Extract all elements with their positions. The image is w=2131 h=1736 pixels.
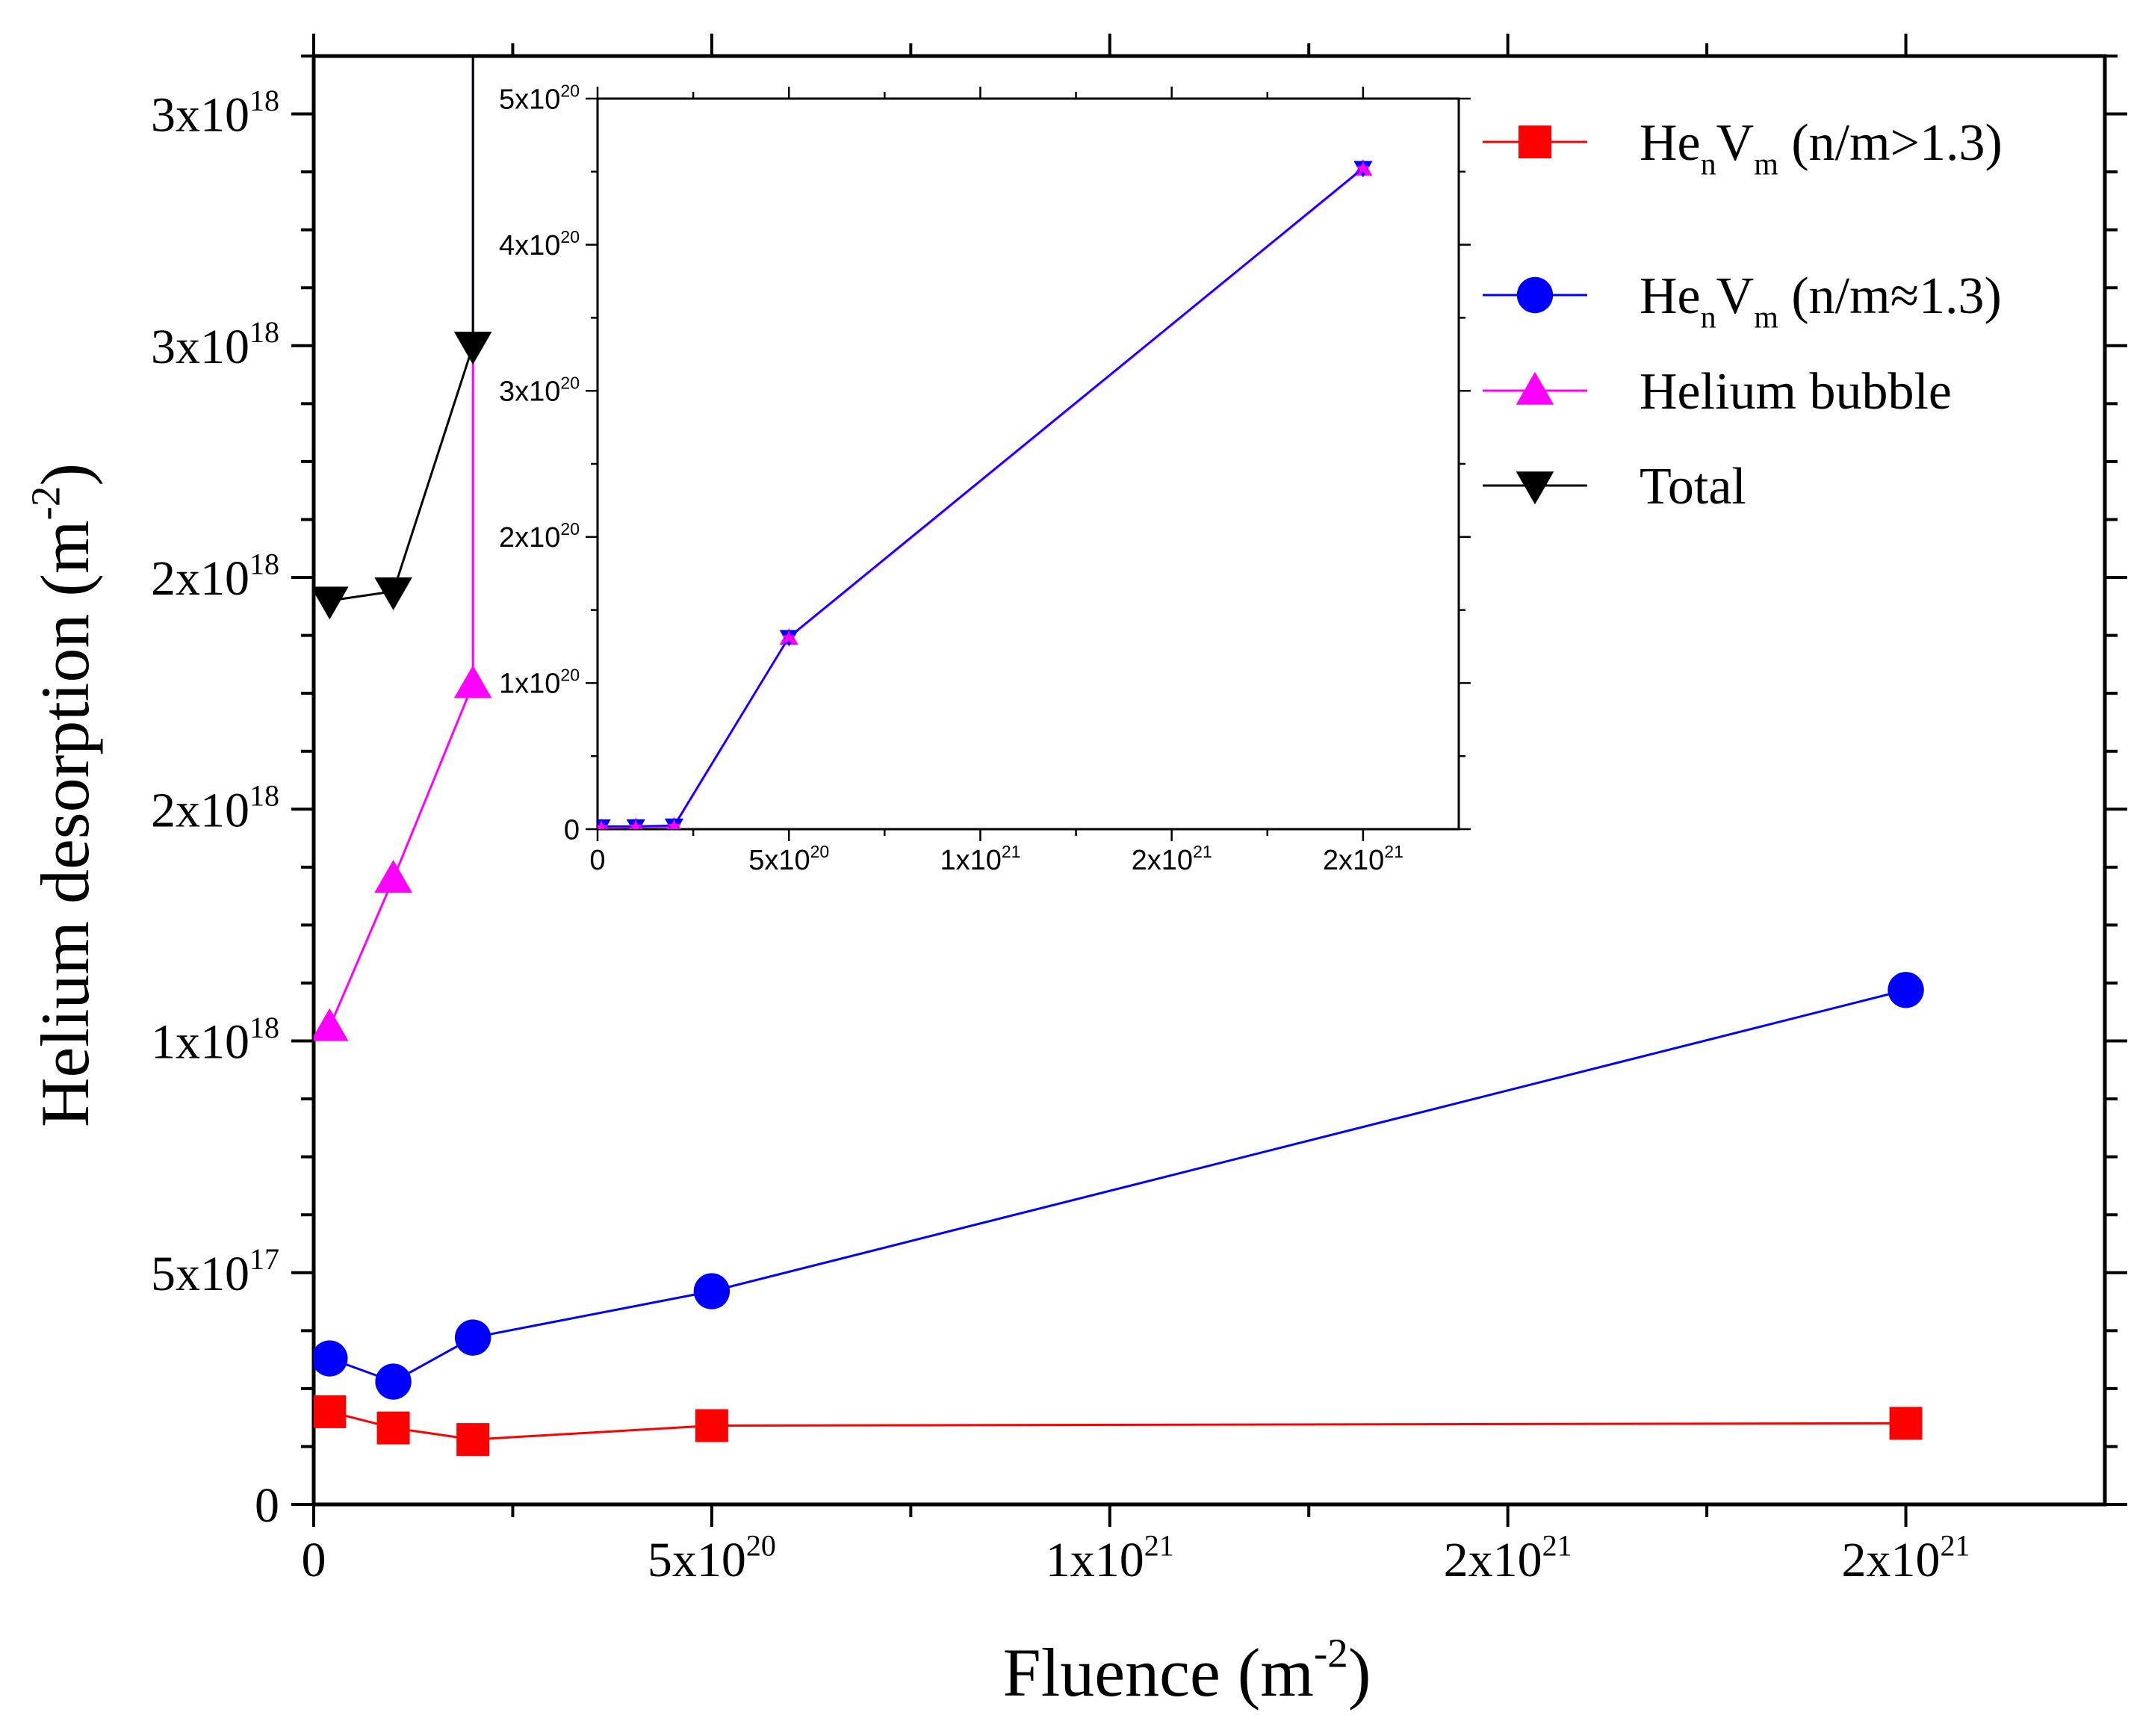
legend-label: Total [1640,458,1746,515]
inset-x-tick-label: 2x1021 [1132,842,1212,876]
main-point-HenVm_gt [695,1409,728,1442]
inset-y-tick-label: 1x1020 [499,666,580,700]
legend-label: HenVm (n/m>1.3) [1640,114,2003,182]
main-x-tick-label: 0 [302,1533,326,1587]
main-point-HenVm_approx [1887,972,1924,1008]
inset-series-star_inset [598,161,1371,829]
inset-series-group [598,159,1373,829]
main-line-HenVm_approx [329,988,1906,1383]
inset-point-star_inset [781,630,796,644]
main-line-total [329,56,474,602]
main-point-bubble [374,860,412,893]
legend-marker [1516,276,1554,314]
inset-y-tick-label: 3x1020 [499,373,580,408]
main-series-HenVm_approx [314,972,1924,1400]
main-y-tick-label: 3x1018 [151,84,279,143]
main-point-HenVm_approx [454,1319,491,1356]
legend-entry: Helium bubble [1483,363,1952,421]
main-point-HenVm_gt [376,1411,410,1445]
legend-label: HenVm (n/m≈1.3) [1640,267,2002,335]
inset-y-tick-label: 4x1020 [499,227,580,261]
inset-y-tick-label: 2x1020 [499,519,580,554]
main-axes: 0 5x1017 1x1018 2x1018 2x1018 3x1018 3x1018 0 5x… [151,34,2127,1587]
main-y-tick-label: 2x1018 [151,547,279,606]
main-series-group [314,56,1924,1457]
main-line-bubble [328,56,474,1028]
inset-axes: 0 1x1020 2x1020 3x1020 4x1020 5x1020 0 5x1020 1x… [499,81,1471,876]
main-x-tick-label: 2x1021 [1444,1528,1572,1587]
main-series-HenVm_gt [314,1395,1923,1457]
main-x-tick-label: 5x1020 [648,1528,776,1587]
inset-y-tick-label: 0 [564,814,580,846]
main-y-tick-label: 0 [255,1478,279,1533]
inset-plot-frame [596,97,1460,831]
legend-entry: HenVm (n/m≈1.3) [1483,267,2002,335]
main-point-bubble [453,665,492,698]
main-point-total [453,332,492,365]
main-point-HenVm_approx [375,1363,412,1400]
inset-point-star_inset [667,819,681,829]
main-point-total [314,586,349,620]
legend-marker [1516,371,1554,405]
main-point-bubble [314,1008,349,1041]
inset-point-star_inset [628,819,643,829]
inset-y-tick-label: 5x1020 [499,81,580,115]
inset-x-tick-label: 0 [589,845,605,876]
legend-entry: Total [1483,458,1746,515]
x-axis-title: Fluence (m-2) [1003,1630,1371,1711]
main-y-tick-label: 2x1018 [151,779,279,838]
legend-marker [1519,125,1551,158]
main-y-tick-label: 1x1018 [151,1011,279,1070]
inset-point-star_inset [598,820,609,829]
inset-point-star_inset [1356,161,1371,175]
main-point-HenVm_approx [693,1273,731,1309]
main-point-HenVm_gt [456,1423,490,1457]
main-point-HenVm_approx [314,1340,348,1377]
main-point-HenVm_gt [314,1395,347,1428]
main-plot-frame [311,54,2107,1507]
inset-x-tick-label: 5x1020 [748,842,829,876]
main-point-total [374,577,412,610]
legend-marker [1516,471,1554,505]
inset-x-tick-label: 1x1021 [940,842,1020,876]
legend-entry: HenVm (n/m>1.3) [1483,114,2003,182]
legend: HenVm (n/m>1.3) HenVm (n/m≈1.3) Helium bub… [1483,114,2003,515]
inset-x-tick-label: 2x1021 [1323,842,1403,876]
main-series-total [314,56,492,620]
main-y-tick-label: 3x1018 [151,315,279,374]
main-x-tick-label: 2x1021 [1842,1528,1970,1587]
y-axis-title: Helium desorption (m-2) [22,463,103,1127]
legend-label: Helium bubble [1640,363,1952,421]
main-point-HenVm_gt [1889,1407,1923,1440]
main-line-HenVm_gt [329,1410,1906,1441]
main-series-bubble [314,56,492,1041]
main-y-tick-label: 5x1017 [151,1242,279,1301]
main-x-tick-label: 1x1021 [1046,1528,1174,1587]
